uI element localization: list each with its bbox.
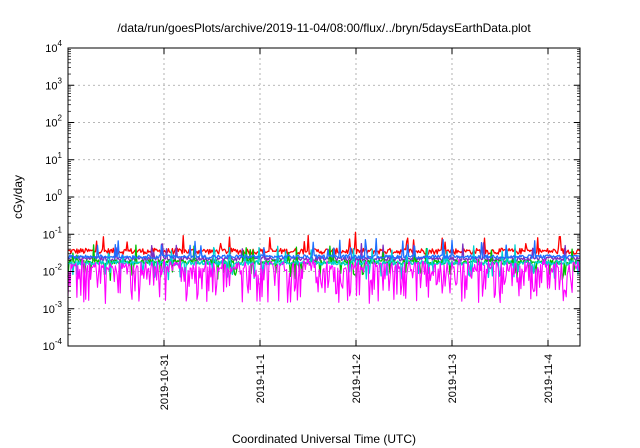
series-line [67,244,581,281]
y-axis: 104 103 102 101 100 10-1 10-2 10-3 10-4 [43,39,580,353]
y-tick-label: 103 [45,76,62,92]
chart-title: /data/run/goesPlots/archive/2019-11-04/0… [117,21,531,35]
grid [68,48,580,346]
series-group [67,231,581,305]
y-tick-label: 100 [45,188,62,204]
y-tick-label: 10-1 [43,225,63,241]
y-tick-label: 104 [45,39,62,55]
x-tick-label: 2019-11-4 [543,354,555,403]
y-tick-label: 10-4 [43,337,63,353]
y-tick-label: 102 [45,114,62,130]
y-axis-label: cGy/day [11,175,25,219]
series-line [67,231,581,255]
x-tick-label: 2019-11-2 [351,354,363,403]
series-line [67,242,581,262]
x-tick-label: 2019-11-1 [255,354,267,403]
x-tick-label: 2019-10-31 [159,354,171,410]
y-tick-label: 10-3 [43,300,63,316]
series-line [67,258,581,305]
x-axis: 2019-10-31 2019-11-1 2019-11-2 2019-11-3 201… [159,48,555,410]
y-tick-label: 10-2 [43,263,63,279]
series-line [67,238,581,260]
x-axis-label: Coordinated Universal Time (UTC) [232,432,416,446]
y-tick-label: 101 [45,151,62,167]
x-tick-label: 2019-11-3 [447,354,459,403]
